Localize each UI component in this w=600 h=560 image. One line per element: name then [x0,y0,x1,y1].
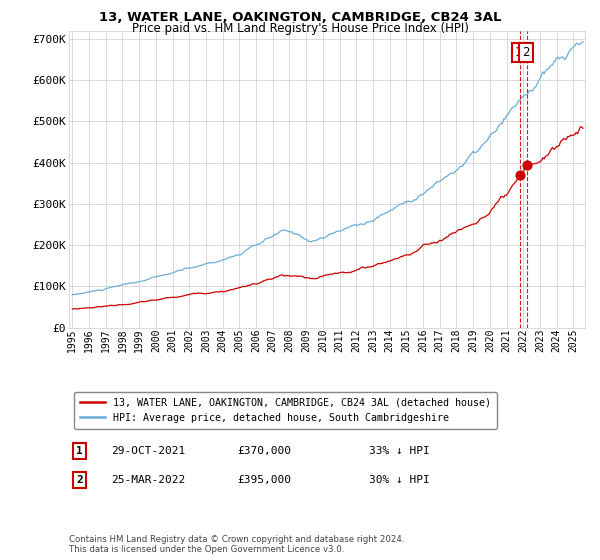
Text: Contains HM Land Registry data © Crown copyright and database right 2024.
This d: Contains HM Land Registry data © Crown c… [69,535,404,554]
Text: £395,000: £395,000 [237,475,291,485]
Text: 25-MAR-2022: 25-MAR-2022 [111,475,185,485]
Text: 30% ↓ HPI: 30% ↓ HPI [369,475,430,485]
Text: 33% ↓ HPI: 33% ↓ HPI [369,446,430,456]
Text: £370,000: £370,000 [237,446,291,456]
Text: Price paid vs. HM Land Registry's House Price Index (HPI): Price paid vs. HM Land Registry's House … [131,22,469,35]
Legend: 13, WATER LANE, OAKINGTON, CAMBRIDGE, CB24 3AL (detached house), HPI: Average pr: 13, WATER LANE, OAKINGTON, CAMBRIDGE, CB… [74,392,497,429]
Point [522,160,532,169]
Text: 13, WATER LANE, OAKINGTON, CAMBRIDGE, CB24 3AL: 13, WATER LANE, OAKINGTON, CAMBRIDGE, CB… [99,11,501,24]
Text: 1: 1 [76,446,83,456]
Text: 2: 2 [76,475,83,485]
Point [515,171,525,180]
Text: 2: 2 [523,46,530,59]
Text: 1: 1 [515,46,523,59]
Text: 29-OCT-2021: 29-OCT-2021 [111,446,185,456]
